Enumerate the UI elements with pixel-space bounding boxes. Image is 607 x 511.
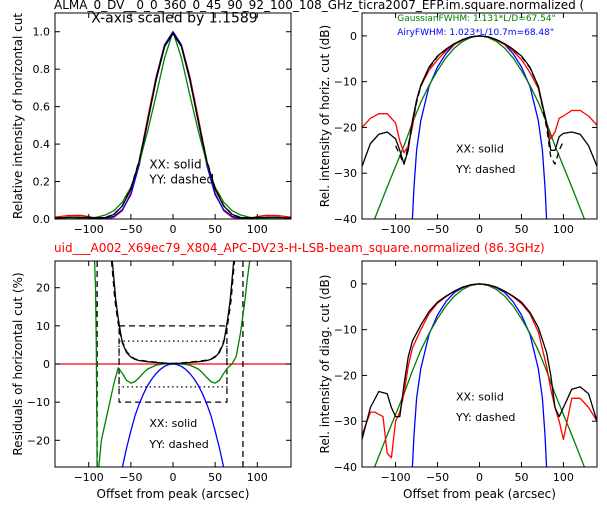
y-tick-label: 1.0 <box>33 26 51 39</box>
tolerance-box <box>118 340 228 388</box>
y-axis-label: Rel. intensity of horiz. cut (dB) <box>318 25 332 207</box>
series-line-0 <box>55 31 291 219</box>
series-line-3 <box>55 32 291 219</box>
annotation: YY: dashed <box>148 438 208 451</box>
y-tick-label: 0.4 <box>33 138 51 151</box>
x-tick-label: 0 <box>170 223 177 236</box>
x-tick-label: 50 <box>208 471 222 484</box>
y-tick-label: −20 <box>27 434 50 447</box>
y-tick-label: 0.6 <box>33 101 51 114</box>
x-tick-label: −50 <box>119 471 142 484</box>
x-tick-label: 100 <box>247 471 268 484</box>
annotation: YY: dashed <box>455 163 515 176</box>
annotation: X-axis scaled by 1.1589 <box>91 10 257 26</box>
y-axis-label: Residuals of horizontal cut (%) <box>11 272 25 455</box>
annotation: YY: dashed <box>148 172 214 186</box>
series-line-1 <box>373 283 586 467</box>
x-tick-label: −50 <box>119 223 142 236</box>
x-tick-label: 0 <box>170 471 177 484</box>
y-tick-label: 20 <box>36 282 50 295</box>
y-tick-label: 0 <box>350 30 357 43</box>
y-tick-label: 0 <box>350 278 357 291</box>
series-line-2 <box>111 261 235 365</box>
y-tick-label: −20 <box>334 369 357 382</box>
x-tick-label: 0 <box>476 223 483 236</box>
y-axis-label: Rel. intensity of diag. cut (dB) <box>318 275 332 454</box>
y-tick-label: 0.0 <box>33 213 51 226</box>
series-line-0 <box>411 283 548 467</box>
y-tick-label: 0 <box>43 358 50 371</box>
x-tick-label: −50 <box>426 223 449 236</box>
annotation: YY: dashed <box>455 411 515 424</box>
mid-title: uid___A002_X69ec79_X804_APC-DV23-H-LSB-b… <box>54 241 545 255</box>
y-tick-label: 0.8 <box>33 63 51 76</box>
y-tick-label: 0.2 <box>33 176 51 189</box>
x-tick-label: 100 <box>553 223 574 236</box>
x-tick-label: −100 <box>380 471 410 484</box>
annotation: XX: solid <box>149 417 197 430</box>
series-line-3 <box>362 35 597 167</box>
annotation: XX: solid <box>456 143 504 156</box>
chart-top-left: −100 −50 0 50 100 0.0 0.2 0.4 0.6 0.8 1.0 Relative … <box>11 10 292 236</box>
series-line-1 <box>373 35 586 219</box>
annotation: AiryFWHM: 1.023*L/10.7m=68.48" <box>397 28 554 38</box>
x-tick-label: 100 <box>247 223 268 236</box>
y-tick-label: −10 <box>27 396 50 409</box>
series-line-1 <box>55 31 291 219</box>
x-tick-label: 0 <box>476 471 483 484</box>
axes-frame <box>361 260 598 468</box>
x-tick-label: −50 <box>426 471 449 484</box>
y-axis-label: Relative intensity of horizontal cut <box>11 13 25 219</box>
x-tick-label: −100 <box>74 471 104 484</box>
x-tick-label: 50 <box>514 471 528 484</box>
series-line-2 <box>362 283 597 459</box>
y-tick-label: −10 <box>334 76 357 89</box>
annotation: GaussianFWHM: 1.131*L/D=67.54" <box>397 14 555 24</box>
y-tick-label: −30 <box>334 167 357 180</box>
series-line-4 <box>395 35 564 165</box>
y-tick-label: 10 <box>36 320 50 333</box>
x-tick-label: −100 <box>380 223 410 236</box>
plots-group: −100 −50 0 50 1000.00.20.40.60.81.0Relative … <box>11 10 598 501</box>
x-axis-label: Offset from peak (arcsec) <box>97 487 250 501</box>
series-line-2 <box>55 31 291 219</box>
x-tick-label: 50 <box>514 223 528 236</box>
y-tick-label: −40 <box>334 461 357 474</box>
x-tick-label: −100 <box>74 223 104 236</box>
x-tick-label: 100 <box>553 471 574 484</box>
plot-area <box>55 31 291 219</box>
x-axis-label: Offset from peak (arcsec) <box>403 487 556 501</box>
y-tick-label: −40 <box>334 213 357 226</box>
series-line-3 <box>362 283 597 440</box>
plot-area <box>362 35 597 219</box>
top-title: ALMA_0_DV__0_0_360_0_45_90_92_100_108_GH… <box>54 0 584 12</box>
axes-frame <box>54 12 292 220</box>
series-line-4 <box>55 32 291 219</box>
axes-frame <box>361 12 598 220</box>
y-tick-label: −10 <box>334 324 357 337</box>
annotation: XX: solid <box>149 157 201 171</box>
y-tick-label: −30 <box>334 415 357 428</box>
annotation: XX: solid <box>456 391 504 404</box>
x-tick-label: 50 <box>208 223 222 236</box>
plot-area <box>362 283 597 467</box>
y-tick-label: −20 <box>334 121 357 134</box>
series-line-3 <box>110 261 236 365</box>
plot-area <box>55 261 291 467</box>
